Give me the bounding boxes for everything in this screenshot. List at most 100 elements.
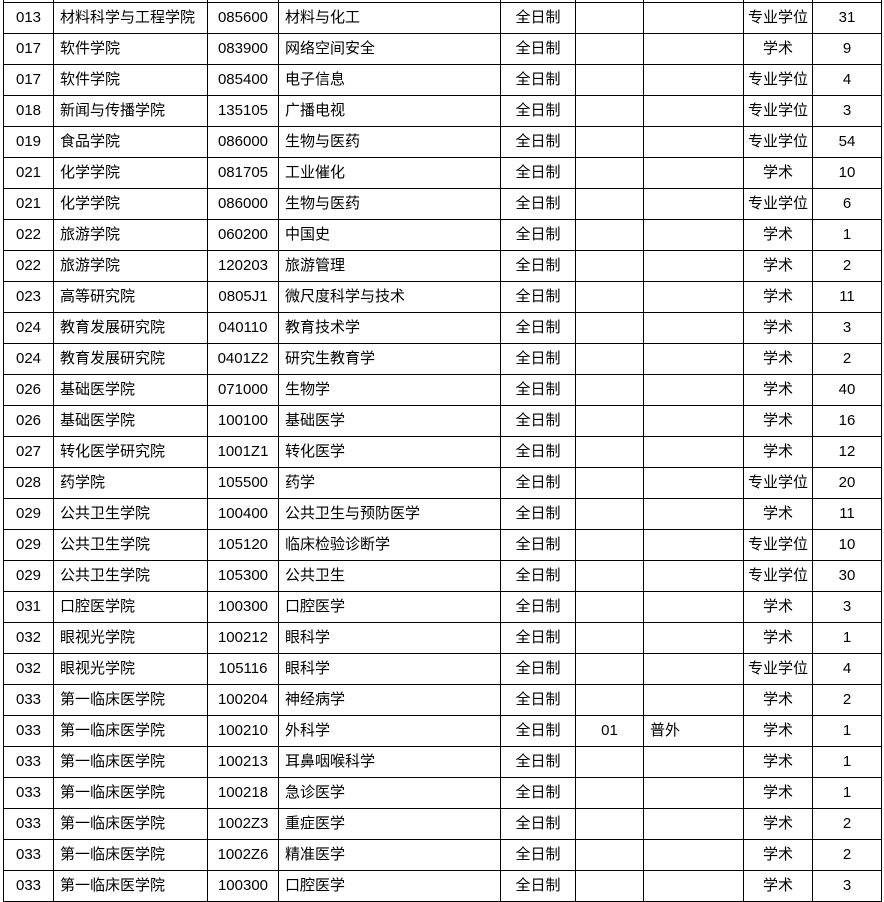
table-cell: 中国史 xyxy=(278,218,501,251)
table-cell: 100204 xyxy=(207,683,279,716)
table-cell: 微尺度科学与技术 xyxy=(278,280,501,313)
table-cell: 1002Z6 xyxy=(207,838,279,871)
table-cell: 普外 xyxy=(643,714,744,747)
table-cell xyxy=(643,1,744,34)
table-cell xyxy=(575,683,644,716)
table-cell: 032 xyxy=(3,652,54,685)
table-cell: 20 xyxy=(812,466,882,499)
table-row: 026 基础医学院 100100 基础医学 全日制 学术 16 xyxy=(3,404,882,437)
table-cell: 9 xyxy=(812,32,882,65)
table-cell: 12 xyxy=(812,435,882,468)
table-cell: 027 xyxy=(3,435,54,468)
table-row: 029 公共卫生学院 105300 公共卫生 全日制 专业学位 30 xyxy=(3,559,882,592)
table-cell: 学术 xyxy=(743,249,813,282)
table-cell: 全日制 xyxy=(500,776,576,809)
table-cell: 专业学位 xyxy=(743,652,813,685)
table-cell: 公共卫生学院 xyxy=(53,528,208,561)
table-cell: 临床检验诊断学 xyxy=(278,528,501,561)
table-cell: 公共卫生 xyxy=(278,559,501,592)
table-row: 024 教育发展研究院 040110 教育技术学 全日制 学术 3 xyxy=(3,311,882,344)
table-cell: 013 xyxy=(3,1,54,34)
table-cell: 029 xyxy=(3,528,54,561)
table-cell: 6 xyxy=(812,187,882,220)
table-cell: 033 xyxy=(3,776,54,809)
table-row: 033 第一临床医学院 100300 口腔医学 全日制 学术 3 xyxy=(3,869,882,902)
table-row: 032 眼视光学院 105116 眼科学 全日制 专业学位 4 xyxy=(3,652,882,685)
table-cell: 029 xyxy=(3,497,54,530)
table-cell: 化学学院 xyxy=(53,156,208,189)
table-cell xyxy=(643,776,744,809)
table-row: 033 第一临床医学院 1002Z3 重症医学 全日制 学术 2 xyxy=(3,807,882,840)
table-cell: 全日制 xyxy=(500,156,576,189)
table-cell: 学术 xyxy=(743,280,813,313)
table-cell: 第一临床医学院 xyxy=(53,776,208,809)
table-cell: 教育技术学 xyxy=(278,311,501,344)
table-cell: 0805J1 xyxy=(207,280,279,313)
table-cell: 10 xyxy=(812,528,882,561)
table-cell xyxy=(643,497,744,530)
table-cell: 086000 xyxy=(207,187,279,220)
table-cell: 31 xyxy=(812,1,882,34)
table-cell: 086000 xyxy=(207,125,279,158)
table-cell: 033 xyxy=(3,838,54,871)
table-cell: 全日制 xyxy=(500,838,576,871)
table-cell: 全日制 xyxy=(500,342,576,375)
table-cell: 021 xyxy=(3,187,54,220)
table-cell: 第一临床医学院 xyxy=(53,683,208,716)
table-cell xyxy=(643,156,744,189)
table-cell xyxy=(575,125,644,158)
table-cell: 眼视光学院 xyxy=(53,652,208,685)
table-cell xyxy=(643,683,744,716)
table-cell: 2 xyxy=(812,683,882,716)
table-cell: 学术 xyxy=(743,621,813,654)
table-cell: 学术 xyxy=(743,497,813,530)
table-cell: 基础医学院 xyxy=(53,373,208,406)
table-cell: 生物学 xyxy=(278,373,501,406)
table-row: 032 眼视光学院 100212 眼科学 全日制 学术 1 xyxy=(3,621,882,654)
table-cell: 口腔医学院 xyxy=(53,590,208,623)
table-cell: 学术 xyxy=(743,435,813,468)
table-cell: 网络空间安全 xyxy=(278,32,501,65)
table-cell xyxy=(575,373,644,406)
table-cell: 全日制 xyxy=(500,125,576,158)
table-cell: 公共卫生与预防医学 xyxy=(278,497,501,530)
table-cell: 专业学位 xyxy=(743,63,813,96)
table-cell: 1 xyxy=(812,776,882,809)
table-cell: 024 xyxy=(3,342,54,375)
table-cell: 100400 xyxy=(207,497,279,530)
table-cell: 全日制 xyxy=(500,559,576,592)
table-cell: 新闻与传播学院 xyxy=(53,94,208,127)
table-row: 033 第一临床医学院 100204 神经病学 全日制 学术 2 xyxy=(3,683,882,716)
table-cell: 软件学院 xyxy=(53,32,208,65)
table-cell: 全日制 xyxy=(500,1,576,34)
table-cell: 022 xyxy=(3,218,54,251)
table-row: 029 公共卫生学院 105120 临床检验诊断学 全日制 专业学位 10 xyxy=(3,528,882,561)
table-cell: 全日制 xyxy=(500,807,576,840)
table-row: 022 旅游学院 120203 旅游管理 全日制 学术 2 xyxy=(3,249,882,282)
table-cell: 基础医学院 xyxy=(53,404,208,437)
table-cell: 眼科学 xyxy=(278,621,501,654)
table-cell: 第一临床医学院 xyxy=(53,714,208,747)
table-cell xyxy=(643,218,744,251)
table-cell: 01 xyxy=(575,714,644,747)
table-row: 018 新闻与传播学院 135105 广播电视 全日制 专业学位 3 xyxy=(3,94,882,127)
table-cell: 018 xyxy=(3,94,54,127)
table-cell: 旅游学院 xyxy=(53,218,208,251)
table-cell: 085600 xyxy=(207,1,279,34)
table-row: 033 第一临床医学院 1002Z6 精准医学 全日制 学术 2 xyxy=(3,838,882,871)
table-cell: 1 xyxy=(812,745,882,778)
table-cell xyxy=(575,311,644,344)
table-cell: 口腔医学 xyxy=(278,869,501,902)
table-cell: 耳鼻咽喉科学 xyxy=(278,745,501,778)
table-cell: 2 xyxy=(812,807,882,840)
table-cell: 1001Z1 xyxy=(207,435,279,468)
table-cell: 材料科学与工程学院 xyxy=(53,1,208,34)
table-cell: 专业学位 xyxy=(743,187,813,220)
table-cell xyxy=(575,745,644,778)
table-cell xyxy=(575,249,644,282)
table-cell: 3 xyxy=(812,869,882,902)
table-cell: 071000 xyxy=(207,373,279,406)
table-cell: 085400 xyxy=(207,63,279,96)
table-row: 026 基础医学院 071000 生物学 全日制 学术 40 xyxy=(3,373,882,406)
